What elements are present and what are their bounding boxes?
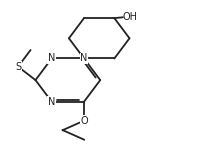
- Text: O: O: [80, 116, 88, 126]
- Text: N: N: [48, 97, 55, 107]
- Text: OH: OH: [123, 12, 138, 22]
- Text: N: N: [80, 53, 88, 64]
- Text: S: S: [15, 62, 21, 72]
- Text: N: N: [48, 53, 55, 64]
